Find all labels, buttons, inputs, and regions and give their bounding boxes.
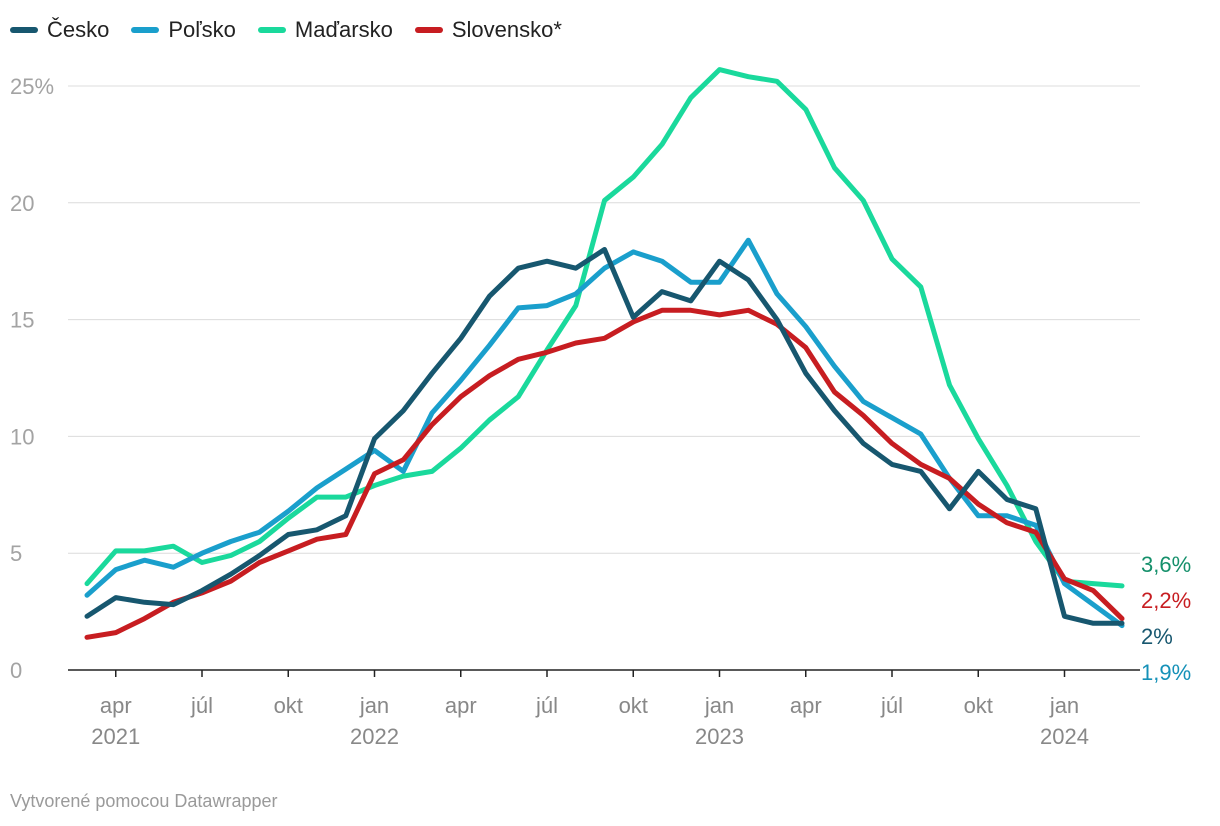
x-tick-label: júl bbox=[880, 693, 903, 718]
axes: apr 2021 júl okt jan 2022 apr júl okt jan 2023 apr j… bbox=[68, 669, 1140, 749]
legend-swatch bbox=[257, 27, 286, 33]
x-tick-label: jan bbox=[704, 693, 734, 718]
end-label-madarsko: 3,6% bbox=[1141, 552, 1191, 577]
x-tick-label: júl bbox=[535, 693, 558, 718]
x-year-label: 2023 bbox=[695, 724, 744, 749]
chart-credit: Vytvorené pomocou Datawrapper bbox=[10, 791, 278, 811]
x-tick-label: jan bbox=[359, 693, 389, 718]
end-label-slovensko: 2,2% bbox=[1141, 588, 1191, 613]
legend-swatch bbox=[414, 27, 443, 33]
y-tick-label: 25% bbox=[10, 74, 54, 99]
x-tick-label: okt bbox=[619, 693, 648, 718]
x-tick-label: jan bbox=[1049, 693, 1079, 718]
x-year-label: 2022 bbox=[350, 724, 399, 749]
chart-legend: Česko Poľsko Maďarsko Slovensko* bbox=[10, 14, 562, 46]
series-line-slovensko bbox=[84, 307, 1125, 640]
y-tick-label: 15 bbox=[10, 308, 34, 333]
series-line-cesko bbox=[84, 247, 1125, 626]
legend-swatch bbox=[10, 27, 38, 33]
legend-label: Maďarsko bbox=[294, 17, 393, 42]
x-year-label: 2024 bbox=[1040, 724, 1089, 749]
end-label-polsko: 1,9% bbox=[1141, 660, 1191, 685]
legend-item-polsko: Poľsko bbox=[131, 17, 236, 43]
end-labels: 3,6% 1,9% 2,2% 2% bbox=[1141, 552, 1191, 685]
legend-label: Poľsko bbox=[168, 17, 236, 42]
x-tick-label: apr bbox=[790, 693, 822, 718]
x-tick-label: apr bbox=[100, 693, 132, 718]
series-lines bbox=[84, 67, 1125, 640]
x-tick-label: apr bbox=[445, 693, 477, 718]
y-tick-label: 0 bbox=[10, 658, 22, 683]
y-tick-label: 10 bbox=[10, 424, 34, 449]
x-year-label: 2021 bbox=[91, 724, 140, 749]
x-tick-label: okt bbox=[274, 693, 303, 718]
x-tick-label: júl bbox=[190, 693, 213, 718]
legend-swatch bbox=[131, 27, 160, 33]
legend-label: Slovensko* bbox=[451, 17, 562, 42]
series-line-madarsko bbox=[84, 67, 1125, 589]
legend-label: Česko bbox=[47, 17, 110, 42]
grid-lines: 0 5 10 15 20 25% bbox=[10, 74, 1140, 683]
legend-item-slovensko: Slovensko* bbox=[414, 17, 562, 43]
x-tick-label: okt bbox=[964, 693, 993, 718]
legend-item-madarsko: Maďarsko bbox=[257, 17, 393, 43]
y-tick-label: 5 bbox=[10, 541, 22, 566]
y-tick-label: 20 bbox=[10, 191, 34, 216]
end-label-cesko: 2% bbox=[1141, 624, 1173, 649]
legend-item-cesko: Česko bbox=[10, 17, 109, 43]
